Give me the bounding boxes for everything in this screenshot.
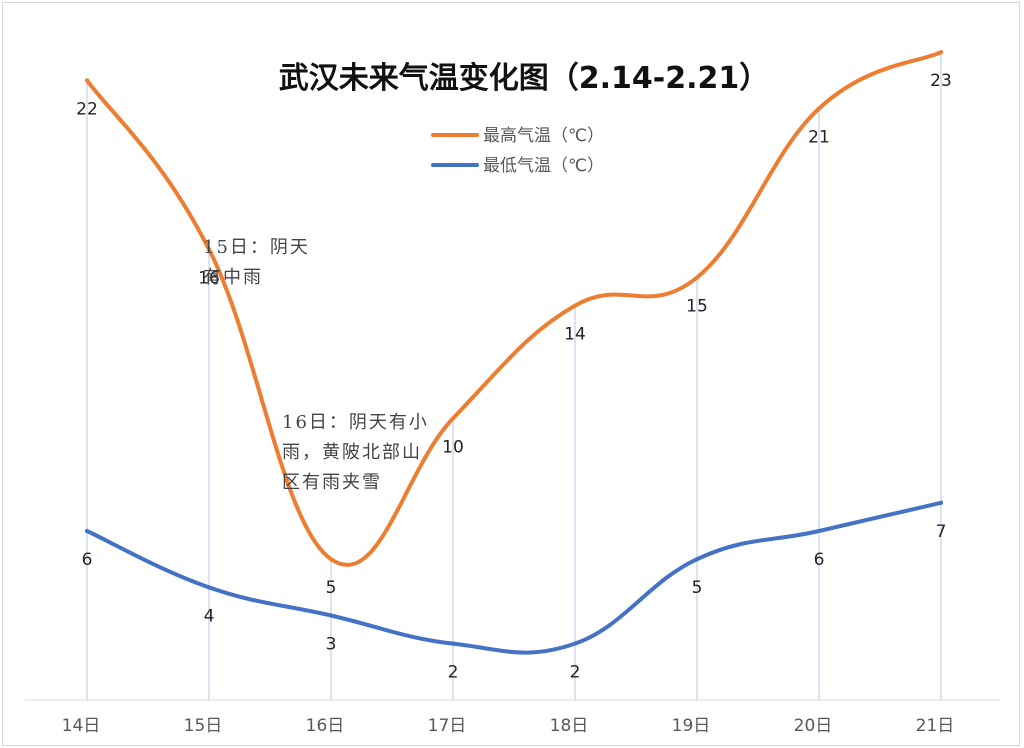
series-layer	[85, 50, 943, 655]
annotation-line: 有中雨	[203, 267, 263, 288]
data-label: 23	[930, 71, 952, 91]
annotation-line: 16日：阴天有小	[282, 412, 429, 433]
data-label: 4	[204, 606, 215, 626]
data-label: 14	[564, 325, 586, 345]
data-label: 22	[76, 99, 98, 119]
data-label: 6	[814, 550, 825, 570]
data-point	[695, 557, 699, 562]
x-tick-label: 17日	[428, 716, 467, 736]
data-label: 3	[326, 635, 337, 655]
data-point	[939, 50, 943, 55]
x-tick-label: 18日	[550, 716, 589, 736]
data-label: 15	[686, 297, 708, 317]
data-point	[85, 78, 89, 83]
legend-label: 最低气温（℃）	[483, 156, 604, 176]
data-label: 2	[448, 663, 459, 683]
data-label: 16	[198, 268, 220, 288]
data-point	[939, 500, 943, 505]
annotation-line: 区有雨夹雪	[282, 472, 382, 493]
drop-lines	[86, 52, 942, 700]
data-point	[207, 585, 211, 590]
data-point	[817, 529, 821, 533]
data-point	[573, 641, 577, 646]
data-label: 5	[692, 578, 703, 598]
data-label: 5	[326, 578, 337, 598]
annotation-line: 15日：阴天	[203, 237, 310, 258]
data-point	[451, 641, 455, 646]
data-label: 7	[936, 522, 947, 542]
data-point	[85, 529, 89, 533]
chart-title: 武汉未来气温变化图（2.14-2.21）	[279, 61, 770, 96]
data-point	[329, 613, 333, 618]
x-tick-label: 20日	[794, 716, 833, 736]
data-point	[329, 557, 333, 562]
data-label: 2	[570, 663, 581, 683]
series-line-high	[85, 50, 943, 567]
data-point	[695, 275, 699, 280]
x-tick-label: 14日	[62, 716, 101, 736]
data-point	[817, 106, 821, 111]
data-label: 10	[442, 437, 464, 457]
x-axis-ticks: 14日 15日 16日 17日 18日 19日 20日 21日	[62, 716, 955, 736]
annotation-line: 雨，黄陂北部山	[282, 442, 422, 463]
data-point	[207, 247, 211, 252]
data-point	[573, 303, 577, 308]
series-line-low	[85, 500, 943, 655]
x-tick-label: 16日	[306, 716, 345, 736]
data-label: 21	[808, 128, 830, 148]
data-label: 6	[82, 550, 93, 570]
legend-label: 最高气温（℃）	[483, 126, 604, 146]
x-tick-label: 21日	[916, 716, 955, 736]
x-tick-label: 15日	[184, 716, 223, 736]
data-point	[451, 416, 455, 421]
x-tick-label: 19日	[672, 716, 711, 736]
legend: 最高气温（℃） 最低气温（℃）	[431, 126, 604, 176]
